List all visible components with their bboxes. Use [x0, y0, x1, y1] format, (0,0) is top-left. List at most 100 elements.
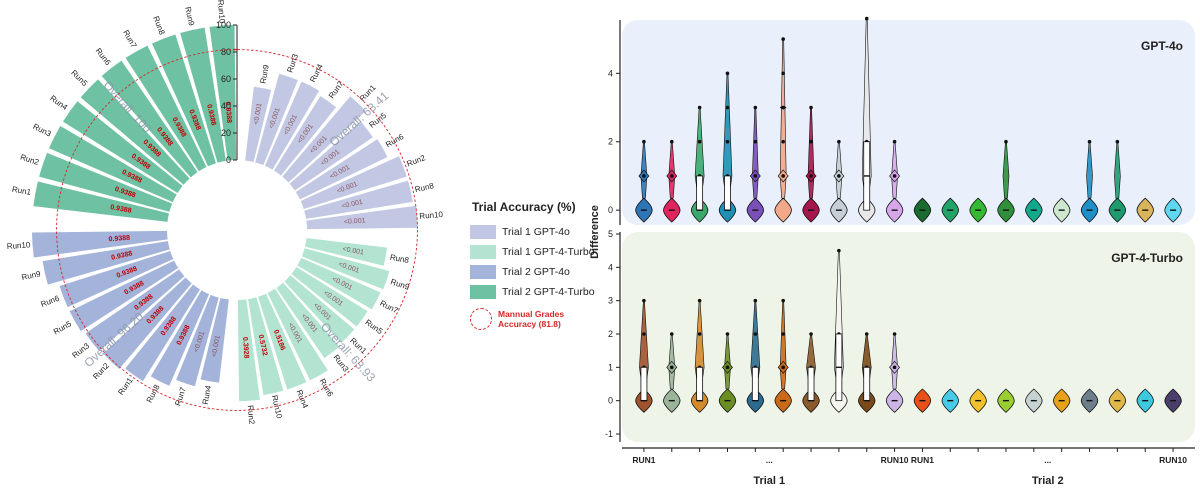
y-tick-label: 0 [608, 205, 613, 215]
radial-bar [180, 27, 226, 163]
outlier-point [642, 332, 646, 336]
violin [1053, 388, 1071, 413]
y-tick-label: 4 [608, 68, 613, 78]
radial-group: <0.001Run8<0.001Run9<0.001Run7<0.001Run5… [237, 238, 411, 425]
violin-panel: 0 2 4 GPT-4o [608, 16, 1195, 225]
outlier-point [669, 139, 674, 144]
radial-bar [59, 251, 174, 308]
y-axis-title: Difference [589, 205, 601, 259]
bar-value-label: <0.001 [341, 199, 364, 211]
radial-tick-label: 20 [221, 128, 231, 138]
violin [774, 298, 792, 413]
box-iqr [696, 366, 704, 402]
radial-bar [150, 290, 210, 386]
outlier-point [809, 139, 813, 144]
radial-bar [289, 121, 373, 191]
radial-bar [85, 269, 185, 352]
radial-bar [176, 294, 219, 387]
radial-bar [273, 96, 337, 176]
radial-bar [264, 81, 320, 170]
violin [1108, 139, 1127, 223]
x-tick-label: ... [766, 455, 773, 465]
radial-bar [39, 152, 173, 212]
radial-bar [80, 79, 190, 185]
run-label: Run8 [145, 383, 162, 405]
radial-bar [284, 275, 355, 343]
run-label: Run6 [384, 132, 406, 149]
violin [830, 248, 848, 413]
bar-value-label: 0.9388 [111, 250, 134, 262]
violin [1025, 388, 1043, 413]
violin [690, 105, 709, 223]
x-tick-label: RUN10 [881, 455, 909, 465]
legend-item-reference: Mannual Grades Accuracy (81.8) [470, 308, 620, 330]
run-label: Run10 [6, 240, 31, 251]
bar-value-label: <0.001 [344, 217, 366, 226]
violin [885, 332, 904, 413]
run-label: Run4 [308, 62, 325, 84]
violin [997, 388, 1015, 413]
radial-bar [282, 96, 366, 183]
run-label: Run3 [285, 52, 300, 74]
outlier-point [781, 139, 785, 144]
outlier-point [697, 332, 702, 336]
radial-tick-label: 100 [216, 20, 231, 30]
panel-title: GPT-4-Turbo [1111, 251, 1183, 265]
radial-bar [69, 260, 179, 332]
radial-tick-label: 80 [221, 47, 231, 57]
radial-bar [267, 288, 328, 381]
y-tick-label: 2 [608, 137, 613, 147]
outlier-point [753, 332, 758, 336]
run-label: Run9 [183, 6, 196, 27]
outlier-point [809, 105, 813, 110]
outlier-point [753, 105, 758, 110]
box-iqr [696, 175, 704, 211]
x-tick-label: RUN10 [1159, 455, 1187, 465]
radial-bar [295, 139, 388, 200]
bar-value-label: <0.001 [211, 335, 222, 358]
y-tick-label: 5 [608, 229, 613, 239]
violin [635, 298, 653, 413]
run-label: Run4 [201, 384, 213, 405]
outlier-point [697, 105, 702, 110]
y-tick-label: 1 [608, 362, 613, 372]
violin [718, 332, 737, 413]
outlier-point [892, 365, 897, 370]
outlier-point [642, 174, 646, 178]
radial-bar [258, 293, 307, 390]
violin [774, 37, 792, 223]
violin [1025, 197, 1043, 223]
outlier-point [725, 71, 730, 76]
run-label: Run4 [295, 388, 310, 410]
outlier-point [864, 332, 869, 336]
outlier-point [781, 365, 785, 370]
legend-title: Trial Accuracy (%) [472, 200, 576, 214]
violin [885, 139, 904, 223]
radial-bar [255, 73, 298, 166]
run-label: Run6 [40, 294, 62, 309]
run-label: Run9 [21, 269, 42, 282]
violin [1080, 388, 1099, 413]
violin [969, 197, 987, 223]
run-label: Run9 [259, 63, 271, 84]
outlier-point [725, 365, 730, 370]
box-iqr [751, 366, 759, 402]
radial-group: <0.001Run9<0.001Run3<0.001Run4<0.001Run7… [245, 52, 444, 230]
radial-bar [200, 298, 229, 383]
outlier-point [781, 298, 785, 303]
radial-bar [32, 230, 168, 258]
box-iqr [863, 366, 871, 402]
run-label: Run8 [414, 181, 435, 194]
run-label: Run10 [419, 210, 444, 221]
radial-bar [297, 257, 381, 310]
outlier-point [753, 139, 758, 144]
radial-bar [245, 86, 272, 162]
run-label: Run1 [116, 375, 135, 396]
run-label: Run7 [173, 385, 188, 407]
legend-label: Trial 1 GPT-4o [502, 226, 570, 238]
outlier-point [837, 248, 841, 253]
violin [913, 197, 932, 223]
radial-bar [125, 284, 201, 382]
x-tick-label: RUN1 [911, 455, 934, 465]
